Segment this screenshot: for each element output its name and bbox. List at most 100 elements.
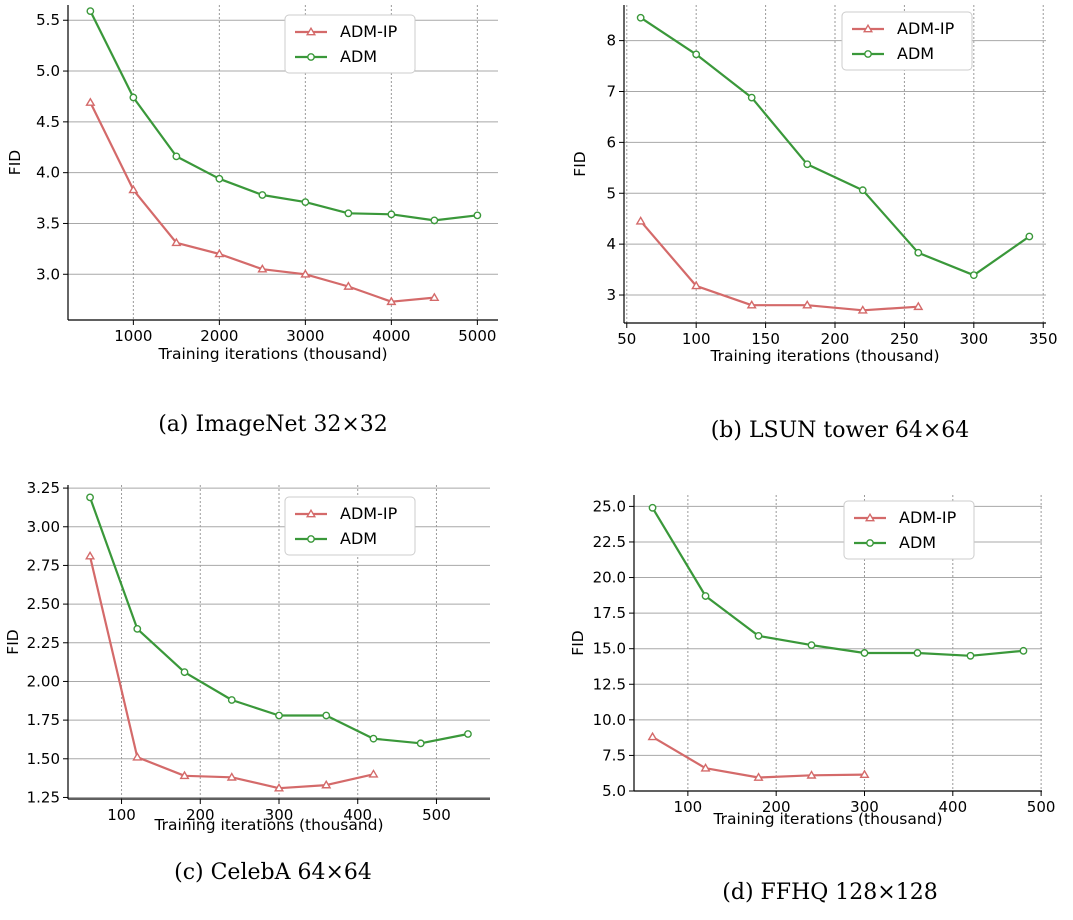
- legend-label: ADM: [897, 44, 934, 63]
- data-point: [753, 772, 764, 781]
- x-tick-label: 4000: [372, 327, 410, 345]
- y-tick-label: 5: [606, 184, 616, 202]
- data-point: [86, 7, 95, 15]
- y-tick-label: 17.5: [593, 604, 626, 622]
- legend: ADM-IP ADM: [841, 11, 973, 71]
- y-tick-label: 12.5: [593, 675, 626, 693]
- legend: ADM-IP ADM: [284, 496, 416, 556]
- x-tick-label: 300: [265, 806, 294, 824]
- data-point: [692, 50, 701, 59]
- data-point: [806, 770, 817, 779]
- y-tick-label: 3.25: [27, 479, 60, 497]
- data-point: [180, 668, 189, 677]
- data-point: [416, 739, 425, 748]
- legend-marker: [866, 539, 874, 547]
- data-point: [807, 641, 816, 650]
- y-tick-label: 2.50: [27, 595, 60, 613]
- y-tick-label: 2.00: [27, 672, 60, 690]
- data-point: [172, 152, 181, 161]
- data-point: [860, 649, 869, 657]
- data-point: [226, 772, 237, 781]
- data-point: [914, 248, 923, 257]
- data-point: [128, 184, 139, 194]
- y-axis-label: FID: [6, 150, 24, 175]
- y-tick-label: 7.5: [602, 746, 626, 764]
- x-tick-label: 200: [762, 798, 791, 816]
- data-point: [464, 730, 472, 738]
- y-tick-label: 10.0: [593, 711, 626, 729]
- caption-b: (b) LSUN tower 64×64: [710, 418, 970, 443]
- y-tick-label: 20.0: [593, 569, 626, 587]
- data-point: [322, 711, 331, 720]
- x-tick-label: 100: [107, 806, 136, 824]
- x-tick-label: 150: [751, 330, 780, 348]
- y-tick-label: 1.50: [27, 750, 60, 768]
- chart-panel-d: 100 200 300 400 500 5.0 7.5 10.0 12.5 15.0 17.5 20.…: [569, 495, 1055, 828]
- data-point: [969, 271, 978, 280]
- data-point: [429, 292, 440, 302]
- legend-box: [841, 11, 973, 71]
- x-tick-label: 400: [343, 806, 372, 824]
- y-tick-label: 4: [606, 235, 616, 253]
- data-point: [386, 296, 397, 306]
- y-axis-label: FID: [571, 151, 589, 176]
- legend-label: ADM: [340, 47, 377, 66]
- data-point: [258, 191, 267, 199]
- series-line-adm-ip: [639, 220, 919, 312]
- series-line-adm: [651, 507, 1024, 657]
- chart-panel-b: 50 100 150 200 250 300 350 3 4 5 6 7 8 Training itera…: [571, 5, 1058, 365]
- x-tick-label: 5000: [458, 327, 496, 345]
- x-tick-label: 350: [1029, 330, 1058, 348]
- data-point: [648, 503, 657, 512]
- x-tick-label: 50: [617, 330, 636, 348]
- legend: ADM-IP ADM: [843, 500, 975, 560]
- y-tick-label: 2.25: [27, 634, 60, 652]
- legend-label: ADM-IP: [897, 19, 955, 38]
- y-tick-label: 4.0: [36, 164, 60, 182]
- x-axis-label: Training iterations (thousand): [157, 345, 387, 363]
- legend-label: ADM-IP: [899, 508, 957, 527]
- x-tick-label: 250: [890, 330, 919, 348]
- series-line-adm-ip: [88, 555, 374, 790]
- data-point: [701, 592, 710, 600]
- data-point: [802, 300, 813, 309]
- data-point: [368, 769, 379, 778]
- caption-a: (a) ImageNet 32×32: [158, 412, 388, 437]
- data-point: [859, 769, 870, 778]
- data-point: [803, 160, 812, 169]
- legend-label: ADM: [340, 529, 377, 548]
- x-tick-label: 500: [422, 806, 451, 824]
- x-axis-label: Training iterations (thousand): [712, 810, 942, 828]
- x-tick-label: 300: [850, 798, 879, 816]
- data-point: [257, 264, 268, 273]
- y-tick-label: 2.75: [27, 556, 60, 574]
- data-point: [132, 752, 143, 761]
- chart-panel-a: 1000 2000 3000 4000 5000 3.0 3.5 4.0 4.5 5.0 5.5 Tr…: [6, 5, 498, 363]
- data-point: [746, 300, 757, 309]
- data-point: [369, 734, 378, 743]
- legend-marker: [307, 53, 315, 61]
- data-point: [85, 550, 96, 560]
- legend-label: ADM-IP: [340, 22, 398, 41]
- data-point: [473, 211, 482, 220]
- x-tick-label: 2000: [200, 327, 238, 345]
- data-point: [913, 301, 924, 311]
- y-tick-label: 4.5: [36, 113, 60, 131]
- data-point: [636, 13, 645, 22]
- data-point: [321, 779, 332, 789]
- legend-marker: [305, 26, 317, 36]
- data-point: [86, 493, 94, 502]
- y-tick-label: 3.0: [36, 265, 60, 283]
- data-point: [858, 186, 867, 195]
- data-point: [214, 248, 225, 258]
- y-tick-label: 6: [606, 133, 616, 151]
- x-tick-label: 100: [674, 798, 703, 816]
- y-tick-label: 7: [606, 82, 616, 100]
- data-point: [273, 782, 285, 792]
- data-point: [85, 97, 96, 106]
- data-point: [343, 281, 354, 290]
- y-tick-label: 5.0: [36, 62, 60, 80]
- data-point: [133, 624, 142, 633]
- data-point: [913, 649, 922, 657]
- x-tick-label: 400: [938, 798, 967, 816]
